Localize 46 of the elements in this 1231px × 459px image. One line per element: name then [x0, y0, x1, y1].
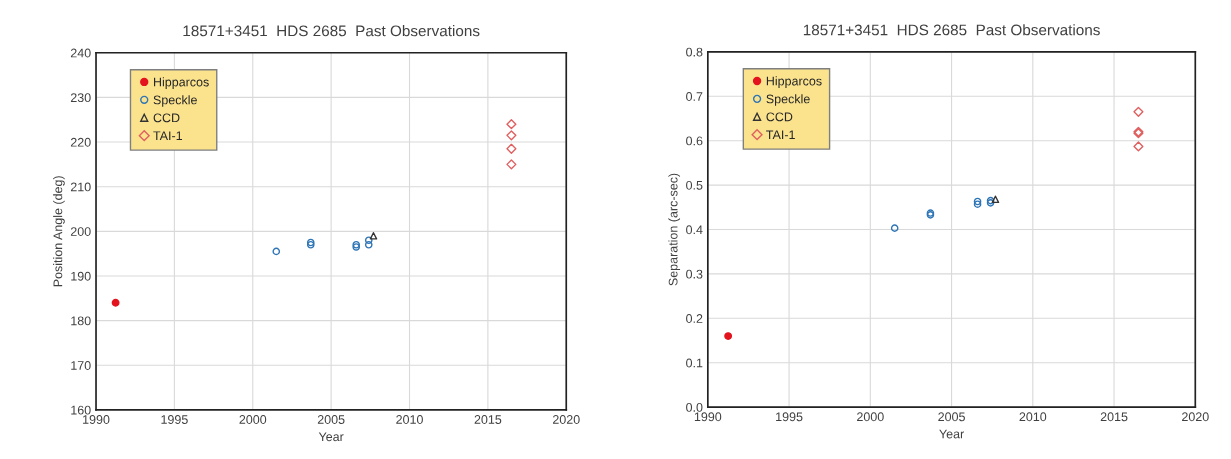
x-axis-title: Year: [939, 429, 964, 439]
y-tick-label: 0.8: [686, 47, 703, 57]
x-tick-label: 1990: [694, 412, 722, 422]
legend-label: TAI-1: [766, 130, 795, 140]
x-tick-label: 2010: [396, 415, 423, 424]
y-tick-label: 200: [70, 227, 91, 236]
x-tick-label: 2015: [1100, 412, 1128, 422]
y-tick-label: 220: [70, 137, 91, 147]
y-tick-label: 230: [70, 93, 91, 103]
y-tick-label: 0.0: [686, 402, 703, 412]
y-tick-label: 0.7: [686, 92, 703, 101]
x-tick-label: 1995: [161, 415, 188, 424]
x-tick-label: 2000: [857, 412, 884, 422]
y-tick-label: 240: [70, 48, 91, 58]
y-axis-title: Position Angle (deg): [53, 176, 65, 287]
y-tick-label: 0.2: [686, 314, 703, 323]
legend-label: Hipparcos: [766, 76, 822, 88]
x-tick-label: 1995: [776, 412, 803, 422]
y-tick-label: 0.6: [686, 136, 703, 146]
x-tick-label: 2005: [317, 415, 345, 424]
x-tick-label: 2020: [552, 415, 580, 424]
x-axis-title: Year: [318, 432, 344, 442]
y-axis-title: Separation (arc-sec): [668, 173, 681, 286]
x-tick-label: 2000: [239, 415, 267, 424]
legend-label: Hipparcos: [154, 77, 209, 89]
legend-label: CCD: [153, 113, 180, 123]
y-tick-label: 180: [71, 316, 91, 326]
legend-label: Speckle: [766, 94, 810, 106]
x-tick-label: 2015: [474, 415, 502, 424]
y-tick-label: 160: [71, 405, 91, 415]
y-tick-label: 210: [70, 182, 91, 192]
y-tick-label: 190: [71, 271, 91, 281]
y-tick-label: 0.1: [686, 358, 703, 368]
chart-title: 18571+3451 HDS 2685 Past Observations: [803, 24, 1100, 36]
y-tick-label: 0.4: [686, 225, 703, 235]
legend-label: TAI-1: [153, 131, 183, 141]
x-tick-label: 2020: [1182, 412, 1209, 422]
legend-label: Speckle: [153, 95, 197, 107]
y-tick-label: 170: [71, 361, 91, 370]
x-tick-label: 2010: [1019, 412, 1047, 422]
y-tick-label: 0.5: [686, 180, 703, 190]
x-tick-label: 1990: [83, 415, 110, 424]
chart-title: 18571+3451 HDS 2685 Past Observations: [183, 25, 480, 37]
y-tick-label: 0.3: [686, 269, 703, 279]
legend-label: CCD: [766, 112, 793, 122]
x-tick-label: 2005: [938, 412, 965, 422]
